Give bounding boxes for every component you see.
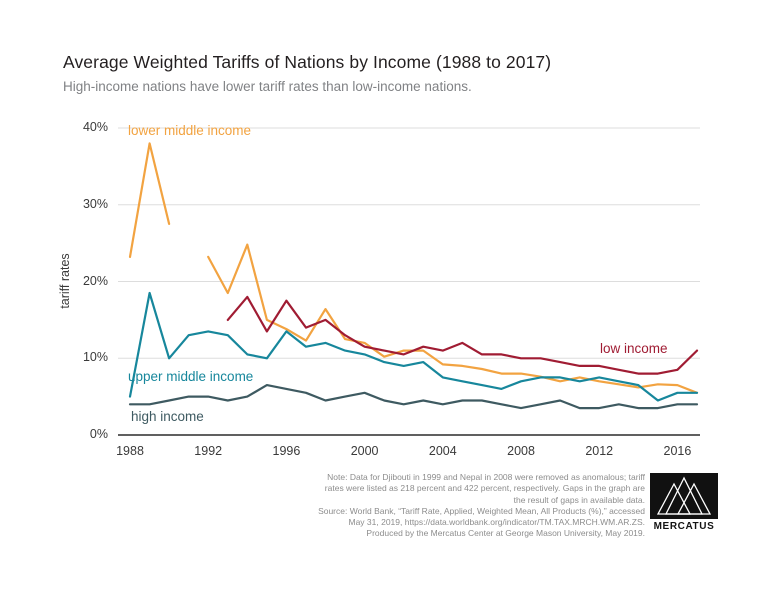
series-label-high-income: high income — [131, 409, 204, 424]
chart-subtitle: High-income nations have lower tariff ra… — [63, 79, 472, 94]
series-label-low-income: low income — [600, 341, 668, 356]
note-line: Produced by the Mercatus Center at Georg… — [366, 528, 645, 539]
series-line-low — [226, 295, 699, 375]
note-line: rates were listed as 218 percent and 422… — [324, 483, 645, 494]
note-line: May 31, 2019, https://data.worldbank.org… — [348, 517, 646, 528]
mercatus-logo: MERCATUS — [650, 473, 718, 532]
x-tick-label: 2004 — [428, 444, 457, 458]
note-line: Source: World Bank, “Tariff Rate, Applie… — [318, 505, 645, 516]
note-line: Note: Data for Djibouti in 1999 and Nepa… — [327, 472, 645, 482]
x-tick-label: 2008 — [507, 444, 535, 458]
source-notes: Note: Data for Djibouti in 1999 and Nepa… — [245, 472, 645, 540]
y-tick-label: 20% — [82, 273, 108, 288]
x-tick-label: 1996 — [272, 444, 301, 458]
series-line-high — [128, 384, 699, 410]
x-tick-label: 2012 — [585, 444, 614, 458]
x-tick-label: 1992 — [194, 444, 223, 458]
x-tick-label: 2016 — [663, 444, 692, 458]
y-tick-label: 40% — [82, 120, 108, 134]
x-tick-label: 1988 — [116, 444, 144, 458]
x-tick-label: 2000 — [350, 444, 379, 458]
y-tick-label: 10% — [82, 350, 108, 365]
mercatus-logo-mark — [650, 473, 718, 519]
series-line-lower_middle — [128, 142, 699, 394]
mercatus-wordmark: MERCATUS — [653, 521, 715, 532]
series-label-upper-middle-income: upper middle income — [128, 369, 254, 384]
series-label-lower-middle-income: lower middle income — [128, 123, 252, 138]
chart-title: Average Weighted Tariffs of Nations by I… — [63, 52, 552, 72]
series-line-upper_middle — [128, 291, 699, 402]
note-line: the result of gaps in available data. — [513, 494, 645, 505]
y-tick-label: 0% — [89, 427, 108, 441]
y-tick-label: 30% — [82, 196, 108, 211]
